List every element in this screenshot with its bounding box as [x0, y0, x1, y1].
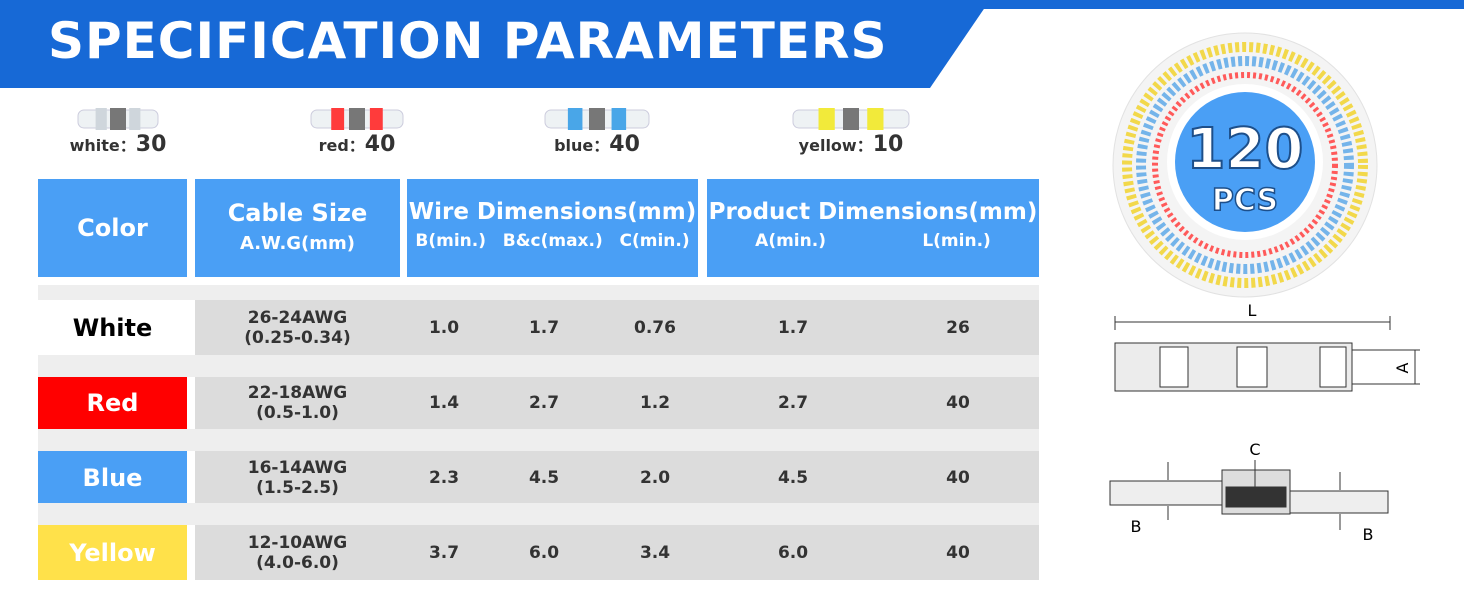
- row-gap: [38, 355, 1039, 377]
- color-cell: Blue: [38, 451, 187, 505]
- text: C(min.): [619, 231, 690, 251]
- text: Cable Size: [227, 199, 368, 227]
- tube-icon: [77, 108, 159, 130]
- text: (0.25-0.34): [244, 327, 351, 348]
- value-cell: 1.7: [528, 317, 560, 338]
- text: (1.5-2.5): [256, 478, 339, 498]
- value-cell: 1.4: [428, 393, 460, 413]
- text: blue：: [554, 136, 610, 155]
- text: white：: [69, 136, 136, 155]
- value-cell: 2.7: [777, 393, 809, 413]
- color-cell: White: [38, 300, 187, 355]
- text: B&c(max.): [502, 231, 603, 251]
- value-cell: 4.5: [777, 468, 809, 488]
- header-cell: Color: [38, 179, 187, 277]
- row-bg: [195, 300, 1039, 355]
- text: yellow：: [798, 136, 873, 155]
- color-cell: Yellow: [38, 525, 187, 580]
- text: (4.0-6.0): [256, 552, 339, 573]
- value-cell: 1.2: [639, 393, 671, 413]
- badge-ring: [1152, 72, 1338, 258]
- cable-cell: 12-10AWG (4.0-6.0): [195, 525, 400, 580]
- cable-cell: 26-24AWG (0.25-0.34): [195, 300, 400, 355]
- header-cell: Wire Dimensions(mm) B(min.) B&c(max.) C(min…: [407, 179, 698, 277]
- badge-count: 120: [1187, 117, 1304, 182]
- badge-unit: PCS: [1212, 183, 1278, 218]
- row-bg: [195, 525, 1039, 580]
- diagram-bottom: [1109, 460, 1389, 530]
- text: Wire Dimensions(mm): [408, 199, 697, 225]
- text: 10: [872, 132, 904, 157]
- value-cell: 2.0: [639, 468, 671, 488]
- title: SPECIFICATION PARAMETERS: [48, 12, 888, 70]
- value-cell: 40: [946, 542, 970, 563]
- diagram-label: C: [1249, 440, 1260, 459]
- text: red：: [318, 136, 365, 155]
- cable-cell: 16-14AWG (1.5-2.5): [195, 451, 400, 505]
- text: 16-14AWG: [247, 458, 348, 478]
- badge-ring: [1122, 42, 1368, 288]
- text: 40: [609, 132, 640, 157]
- diagram-top: [1114, 316, 1420, 392]
- badge-ring: [1136, 56, 1354, 274]
- value-cell: 3.4: [639, 542, 671, 563]
- color-cell: Red: [38, 377, 187, 429]
- value-cell: 26: [946, 317, 970, 338]
- value-cell: 40: [946, 468, 970, 488]
- diagram-label: L: [1248, 301, 1257, 320]
- value-cell: 2.3: [428, 468, 460, 488]
- value-cell: 6.0: [528, 542, 560, 563]
- header-cell: Product Dimensions(mm) A(min.) L(min.): [707, 179, 1039, 277]
- spacer: [38, 285, 1039, 300]
- tube-icon: [310, 108, 404, 130]
- text: 26-24AWG: [247, 307, 348, 328]
- text: 30: [135, 132, 167, 157]
- variant-label: red：40: [267, 132, 447, 157]
- row-bg: [195, 451, 1039, 505]
- variant-label: white：30: [28, 132, 208, 157]
- value-cell: 1.7: [777, 317, 809, 338]
- row-gap: [38, 503, 1039, 525]
- value-cell: 4.5: [528, 468, 560, 488]
- text: B(min.): [415, 231, 486, 251]
- row-gap: [38, 429, 1039, 451]
- text: 12-10AWG: [247, 532, 348, 553]
- title-banner: [0, 0, 990, 88]
- value-cell: 6.0: [777, 542, 809, 563]
- cable-cell: 22-18AWG (0.5-1.0): [195, 377, 400, 429]
- badge: [1175, 92, 1315, 232]
- text: A.W.G(mm): [239, 233, 356, 254]
- header-cell: Cable Size A.W.G(mm): [195, 179, 400, 277]
- variant-label: blue：40: [507, 132, 687, 157]
- text: 40: [364, 132, 396, 157]
- diagram-label: A: [1393, 362, 1412, 373]
- value-cell: 40: [946, 393, 970, 413]
- value-cell: 1.0: [428, 317, 460, 338]
- text: Product Dimensions(mm): [708, 199, 1038, 225]
- value-cell: 3.7: [428, 542, 460, 563]
- value-cell: 2.7: [528, 393, 560, 413]
- tube-icon: [792, 108, 910, 130]
- diagram-label: B: [1131, 517, 1142, 536]
- text: L(min.): [922, 231, 991, 251]
- text: A(min.): [755, 231, 826, 251]
- diagram-label: B: [1363, 525, 1374, 544]
- tube-icon: [544, 108, 650, 130]
- row-bg: [195, 377, 1039, 429]
- value-cell: 0.76: [634, 317, 676, 338]
- variant-label: yellow：10: [761, 132, 941, 157]
- text: 22-18AWG: [247, 383, 348, 403]
- text: (0.5-1.0): [256, 403, 339, 423]
